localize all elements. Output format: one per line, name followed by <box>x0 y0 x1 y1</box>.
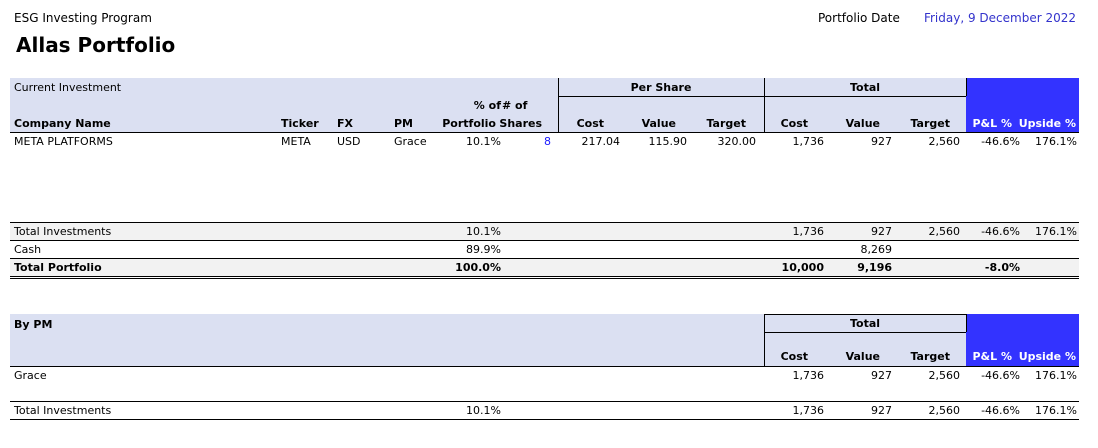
investment-header-bottom-line <box>10 132 1079 133</box>
pm-totals-upside: 176.1% <box>1035 404 1077 417</box>
cash-pct: 89.9% <box>466 243 501 256</box>
totals-top-line <box>10 222 1079 223</box>
col-ps-value: Value <box>641 117 676 130</box>
cell-upside: 176.1% <box>1035 135 1077 148</box>
per-share-header-band <box>558 78 764 132</box>
totals-bottom-line <box>10 240 1079 241</box>
col-pm: PM <box>394 117 414 130</box>
portfolio-t-value: 9,196 <box>857 261 892 274</box>
total-left-border <box>764 78 765 132</box>
cash-label: Cash <box>14 243 42 256</box>
totals-t-target: 2,560 <box>928 225 961 238</box>
pm-cell-name: Grace <box>14 369 47 382</box>
pm-col-t-target: Target <box>910 350 950 363</box>
cell-ps-value: 115.90 <box>648 135 688 148</box>
portfolio-bottom-line-1 <box>10 276 1079 277</box>
pm-group-underline <box>764 332 966 333</box>
per-share-left-border <box>558 78 559 132</box>
col-fx: FX <box>337 117 353 130</box>
cell-t-value: 927 <box>871 135 892 148</box>
portfolio-pl: -8.0% <box>984 261 1020 274</box>
pm-totals-t-target: 2,560 <box>928 404 961 417</box>
program-title: ESG Investing Program <box>14 11 152 25</box>
col-pct-top: % of <box>473 99 501 112</box>
pm-totals-label: Total Investments <box>14 404 112 417</box>
pm-cell-upside: 176.1% <box>1035 369 1077 382</box>
pm-cell-t-cost: 1,736 <box>792 369 825 382</box>
pm-group-top-line <box>764 314 966 315</box>
pm-header-bottom-line <box>10 366 1079 367</box>
cell-fx: USD <box>337 135 361 148</box>
pm-totals-top-line <box>10 401 1079 402</box>
cell-pm: Grace <box>394 135 427 148</box>
pm-header-band <box>10 314 764 366</box>
pm-cell-t-value: 927 <box>871 369 892 382</box>
totals-pct: 10.1% <box>466 225 501 238</box>
totals-pl: -46.6% <box>981 225 1020 238</box>
pm-col-pl: P&L % <box>972 350 1012 363</box>
pm-totals-pct: 10.1% <box>466 404 501 417</box>
group-header-underline <box>558 96 966 97</box>
portfolio-pct: 100.0% <box>455 261 501 274</box>
pm-col-t-cost: Cost <box>780 350 808 363</box>
col-pct-portfolio: Portfolio <box>442 117 496 130</box>
col-ps-target: Target <box>706 117 746 130</box>
cash-t-value: 8,269 <box>860 243 893 256</box>
total-portfolio-row-band <box>10 259 1079 276</box>
group-label-total: Total <box>849 81 881 94</box>
pm-totals-t-value: 927 <box>871 404 892 417</box>
totals-t-cost: 1,736 <box>792 225 825 238</box>
pm-pl-header-band <box>966 314 1079 366</box>
cell-t-target: 2,560 <box>928 135 961 148</box>
cell-shares[interactable]: 8 <box>544 135 551 148</box>
cell-ps-target: 320.00 <box>717 135 757 148</box>
col-ticker: Ticker <box>281 117 319 130</box>
portfolio-title: Allas Portfolio <box>16 33 176 57</box>
portfolio-label: Total Portfolio <box>14 261 102 274</box>
totals-t-value: 927 <box>871 225 892 238</box>
pm-group-label-total: Total <box>849 317 881 330</box>
cash-bottom-line <box>10 258 1079 259</box>
cell-pl: -46.6% <box>981 135 1020 148</box>
col-upside: Upside % <box>1018 117 1076 130</box>
group-label-per-share: Per Share <box>630 81 692 94</box>
pm-total-right-border <box>966 314 967 332</box>
cell-company: META PLATFORMS <box>14 135 113 148</box>
pm-totals-bottom-line <box>10 419 1079 420</box>
pm-total-header-band <box>764 314 966 366</box>
cell-pct: 10.1% <box>466 135 501 148</box>
totals-row-band <box>10 223 1079 240</box>
col-t-cost: Cost <box>780 117 808 130</box>
pl-header-band <box>966 78 1079 132</box>
totals-label: Total Investments <box>14 225 112 238</box>
section-label-by-pm: By PM <box>14 318 53 331</box>
cell-t-cost: 1,736 <box>792 135 825 148</box>
investment-header-band <box>10 78 558 132</box>
pm-totals-t-cost: 1,736 <box>792 404 825 417</box>
portfolio-date-label: Portfolio Date <box>818 11 900 25</box>
section-label-current-investment: Current Investment <box>14 81 122 94</box>
col-t-target: Target <box>910 117 950 130</box>
pm-cell-t-target: 2,560 <box>928 369 961 382</box>
col-ps-cost: Cost <box>576 117 604 130</box>
cell-ps-cost: 217.04 <box>581 135 621 148</box>
pm-totals-pl: -46.6% <box>981 404 1020 417</box>
pm-cell-pl: -46.6% <box>981 369 1020 382</box>
total-right-border <box>966 78 967 96</box>
portfolio-t-cost: 10,000 <box>781 261 824 274</box>
pm-col-upside: Upside % <box>1018 350 1076 363</box>
col-shares-top: # of <box>502 99 528 112</box>
portfolio-bottom-line-2 <box>10 278 1079 279</box>
pm-col-t-value: Value <box>845 350 880 363</box>
totals-upside: 176.1% <box>1035 225 1077 238</box>
col-shares: Shares <box>499 117 542 130</box>
col-pl: P&L % <box>972 117 1012 130</box>
col-t-value: Value <box>845 117 880 130</box>
total-header-band <box>764 78 966 132</box>
cell-ticker: META <box>281 135 311 148</box>
col-company-name: Company Name <box>14 117 111 130</box>
portfolio-date-value[interactable]: Friday, 9 December 2022 <box>923 11 1076 25</box>
pm-total-left-border <box>764 314 765 366</box>
